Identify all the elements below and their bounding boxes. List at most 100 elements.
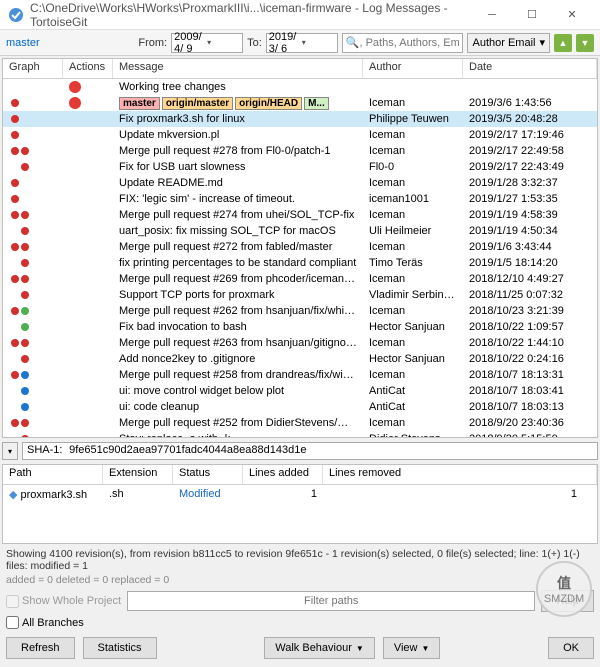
commit-row[interactable]: Merge pull request #263 from hsanjuan/gi… <box>3 335 597 351</box>
graph-cell <box>3 191 63 207</box>
author-cell: Iceman <box>363 129 463 141</box>
author-cell: AntiCat <box>363 401 463 413</box>
commit-row[interactable]: FIX: 'legic sim' - increase of timeout.i… <box>3 191 597 207</box>
titlebar: C:\OneDrive\Works\HWorks\ProxmarkIII\i..… <box>0 0 600 30</box>
author-cell: Philippe Teuwen <box>363 113 463 125</box>
author-filter-dropdown[interactable]: Author Email▾ <box>467 33 550 53</box>
working-tree-row[interactable]: Working tree changes <box>3 79 597 95</box>
graph-cell <box>3 239 63 255</box>
minimize-button[interactable]: ─ <box>472 1 512 29</box>
bottom-controls: Show Whole Project Help <box>0 586 600 616</box>
commit-row[interactable]: ui: move control widget below plotAntiCa… <box>3 383 597 399</box>
commit-row[interactable]: Merge pull request #252 from DidierSteve… <box>3 415 597 431</box>
search-icon: 🔍 <box>346 36 360 49</box>
fcol-lr[interactable]: Lines removed <box>323 465 597 484</box>
commit-row[interactable]: Support TCP ports for proxmarkVladimir S… <box>3 287 597 303</box>
action-icon <box>69 81 81 93</box>
branch-label[interactable]: master <box>6 37 40 49</box>
commit-row[interactable]: Merge pull request #262 from hsanjuan/fi… <box>3 303 597 319</box>
col-author[interactable]: Author <box>363 59 463 78</box>
commit-row[interactable]: fix printing percentages to be standard … <box>3 255 597 271</box>
col-graph[interactable]: Graph <box>3 59 63 78</box>
author-cell: Vladimir Serbinenko <box>363 289 463 301</box>
graph-cell <box>3 399 63 415</box>
from-date-picker[interactable]: 2009/ 4/ 9▾ <box>171 33 243 53</box>
graph-cell <box>3 287 63 303</box>
filter-paths-input[interactable] <box>127 591 535 611</box>
sha-value[interactable]: SHA-1: 9fe651c90d2aea97701fadc4044a8ea88… <box>22 442 598 460</box>
date-cell: 2018/9/20 23:40:36 <box>463 417 597 429</box>
fcol-la[interactable]: Lines added <box>243 465 323 484</box>
author-cell: Fl0-0 <box>363 161 463 173</box>
graph-cell <box>3 351 63 367</box>
col-date[interactable]: Date <box>463 59 597 78</box>
show-whole-checkbox: Show Whole Project <box>6 595 121 608</box>
graph-cell <box>3 335 63 351</box>
search-input[interactable] <box>359 37 459 49</box>
author-cell: Iceman <box>363 241 463 253</box>
maximize-button[interactable]: ☐ <box>512 1 552 29</box>
commit-row[interactable]: masterorigin/masterorigin/HEADM...Iceman… <box>3 95 597 111</box>
table-header: Graph Actions Message Author Date <box>3 59 597 79</box>
message-cell: FIX: 'legic sim' - increase of timeout. <box>113 193 363 205</box>
date-cell: 2018/11/25 0:07:32 <box>463 289 597 301</box>
date-cell: 2019/1/27 1:53:35 <box>463 193 597 205</box>
all-branches-checkbox[interactable]: All Branches <box>6 616 84 629</box>
date-cell: 2019/3/6 1:43:56 <box>463 97 597 109</box>
search-box[interactable]: 🔍 <box>342 33 464 53</box>
commit-row[interactable]: Fix for USB uart slownessFl0-02019/2/17 … <box>3 159 597 175</box>
files-body[interactable]: ◆ proxmark3.sh.shModified11 <box>3 485 597 503</box>
working-tree-label: Working tree changes <box>113 81 363 93</box>
commit-row[interactable]: Merge pull request #278 from Fl0-0/patch… <box>3 143 597 159</box>
commit-row[interactable]: Update mkversion.plIceman2019/2/17 17:19… <box>3 127 597 143</box>
commit-row[interactable]: Stay: replace -s with -kDidier Stevens20… <box>3 431 597 437</box>
toolbar: master From: 2009/ 4/ 9▾ To: 2019/ 3/ 6▾… <box>0 30 600 56</box>
commit-row[interactable]: Merge pull request #272 from fabled/mast… <box>3 239 597 255</box>
graph-cell <box>3 175 63 191</box>
commit-row[interactable]: ui: code cleanupAntiCat2018/10/7 18:03:1… <box>3 399 597 415</box>
refresh-button[interactable]: Refresh <box>6 637 75 659</box>
fcol-ext[interactable]: Extension <box>103 465 173 484</box>
commit-row[interactable]: Fix bad invocation to bashHector Sanjuan… <box>3 319 597 335</box>
author-cell: Iceman <box>363 369 463 381</box>
commit-row[interactable]: uart_posix: fix missing SOL_TCP for macO… <box>3 223 597 239</box>
col-actions[interactable]: Actions <box>63 59 113 78</box>
message-cell: Fix bad invocation to bash <box>113 321 363 333</box>
to-date-picker[interactable]: 2019/ 3/ 6▾ <box>266 33 338 53</box>
view-dropdown[interactable]: View▼ <box>383 637 441 659</box>
commit-row[interactable]: Merge pull request #258 from drandreas/f… <box>3 367 597 383</box>
close-button[interactable]: ✕ <box>552 1 592 29</box>
author-cell: AntiCat <box>363 385 463 397</box>
graph-cell <box>3 207 63 223</box>
author-cell: Hector Sanjuan <box>363 353 463 365</box>
sha-dropdown[interactable]: ▾ <box>2 442 18 460</box>
commit-row[interactable]: Update README.mdIceman2019/1/28 3:32:37 <box>3 175 597 191</box>
commit-row[interactable]: Merge pull request #269 from phcoder/ice… <box>3 271 597 287</box>
message-cell: Merge pull request #262 from hsanjuan/fi… <box>113 305 363 317</box>
date-cell: 2019/1/19 4:58:39 <box>463 209 597 221</box>
table-body[interactable]: Working tree changes masterorigin/mastero… <box>3 79 597 437</box>
author-cell: Iceman <box>363 145 463 157</box>
graph-cell <box>3 111 63 127</box>
fcol-path[interactable]: Path <box>3 465 103 484</box>
fcol-status[interactable]: Status <box>173 465 243 484</box>
ok-button[interactable]: OK <box>548 637 594 659</box>
commit-row[interactable]: Fix proxmark3.sh for linuxPhilippe Teuwe… <box>3 111 597 127</box>
commit-row[interactable]: Merge pull request #274 from uhei/SOL_TC… <box>3 207 597 223</box>
author-cell: Iceman <box>363 177 463 189</box>
file-row[interactable]: ◆ proxmark3.sh.shModified11 <box>3 485 597 503</box>
nav-up-button[interactable]: ▲ <box>554 34 572 52</box>
date-cell: 2018/10/23 3:21:39 <box>463 305 597 317</box>
nav-down-button[interactable]: ▼ <box>576 34 594 52</box>
actions-cell <box>63 97 113 109</box>
message-cell: Stay: replace -s with -k <box>113 433 363 437</box>
walk-behaviour-dropdown[interactable]: Walk Behaviour▼ <box>264 637 375 659</box>
author-cell: Uli Heilmeier <box>363 225 463 237</box>
graph-cell <box>3 271 63 287</box>
file-status: Modified <box>173 488 243 500</box>
files-table: Path Extension Status Lines added Lines … <box>2 464 598 544</box>
watermark: 值 SMZDM <box>536 561 592 617</box>
commit-row[interactable]: Add nonce2key to .gitignoreHector Sanjua… <box>3 351 597 367</box>
statistics-button[interactable]: Statistics <box>83 637 157 659</box>
col-message[interactable]: Message <box>113 59 363 78</box>
